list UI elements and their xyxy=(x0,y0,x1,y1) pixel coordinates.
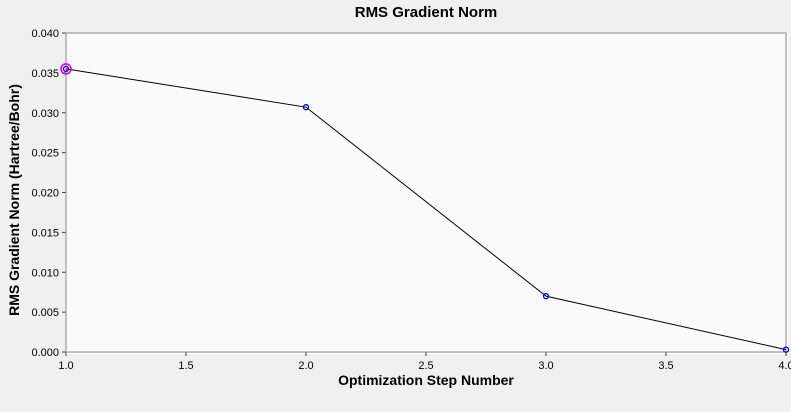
plot-frame xyxy=(65,32,787,353)
data-point[interactable] xyxy=(62,65,70,73)
x-tick-label: 1.5 xyxy=(178,360,193,372)
x-tick-label: 2.0 xyxy=(298,360,313,372)
data-point[interactable] xyxy=(782,346,790,353)
y-tick-label: 0.030 xyxy=(31,108,59,120)
y-tick-label: 0.040 xyxy=(31,28,59,40)
data-point[interactable] xyxy=(302,104,310,111)
x-tick-label: 1.0 xyxy=(58,360,73,372)
y-tick-label: 0.005 xyxy=(31,307,59,319)
data-point[interactable] xyxy=(542,293,550,300)
y-tick-label: 0.015 xyxy=(31,227,59,239)
y-tick-label: 0.035 xyxy=(31,68,59,80)
y-tick-label: 0.000 xyxy=(31,347,59,359)
x-axis-label: Optimization Step Number xyxy=(338,372,514,388)
x-tick-label: 3.0 xyxy=(538,360,553,372)
y-tick-label: 0.025 xyxy=(31,148,59,160)
plot-area[interactable] xyxy=(66,33,786,352)
x-tick-label: 4.0 xyxy=(778,360,791,372)
y-tick-label: 0.010 xyxy=(31,267,59,279)
data-line xyxy=(65,68,787,351)
selected-point-ring xyxy=(60,63,72,75)
x-tick-label: 2.5 xyxy=(418,360,433,372)
y-tick-label: 0.020 xyxy=(31,188,59,200)
x-tick-label: 3.5 xyxy=(658,360,673,372)
chart-title: RMS Gradient Norm xyxy=(354,4,498,21)
